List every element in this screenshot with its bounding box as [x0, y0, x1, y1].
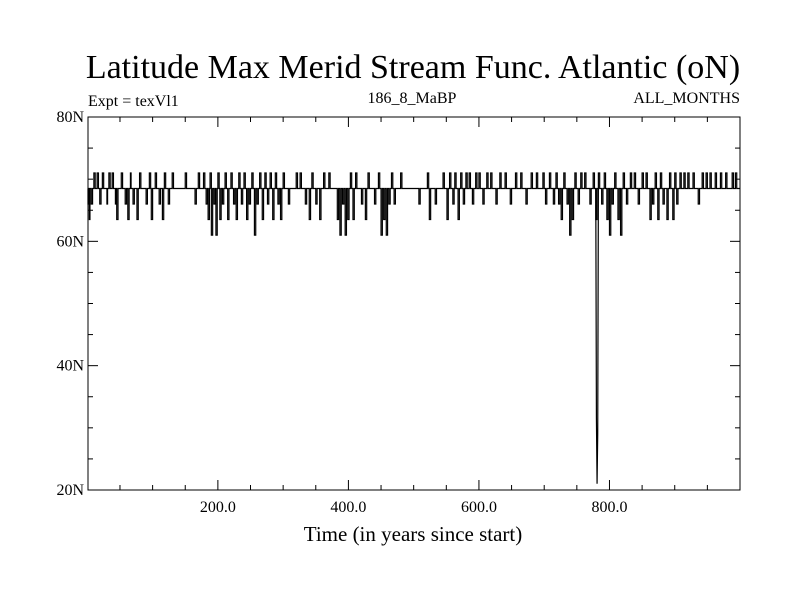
y-tick-label-0: 20N [56, 482, 84, 499]
x-tick-label-0: 200.0 [200, 499, 236, 516]
chart-title: Latitude Max Merid Stream Func. Atlantic… [86, 49, 740, 86]
y-tick-label-2: 60N [56, 233, 84, 250]
x-tick-label-3: 800.0 [591, 499, 627, 516]
axis-tick-labels: 200.0 400.0 600.0 800.0 20N 40N 60N 80N [56, 109, 627, 516]
y-tick-label-3: 80N [56, 109, 84, 126]
x-axis-label: Time (in years since start) [304, 522, 523, 546]
y-tick-label-1: 40N [56, 358, 84, 375]
experiment-label: Expt = texVl1 [88, 93, 179, 110]
x-tick-label-1: 400.0 [330, 499, 366, 516]
months-label: ALL_MONTHS [633, 90, 740, 107]
period-label: 186_8_MaBP [368, 90, 457, 107]
series-line [87, 172, 740, 236]
x-tick-label-2: 600.0 [461, 499, 497, 516]
plot-frame [87, 116, 741, 491]
series-spike [595, 188, 599, 484]
